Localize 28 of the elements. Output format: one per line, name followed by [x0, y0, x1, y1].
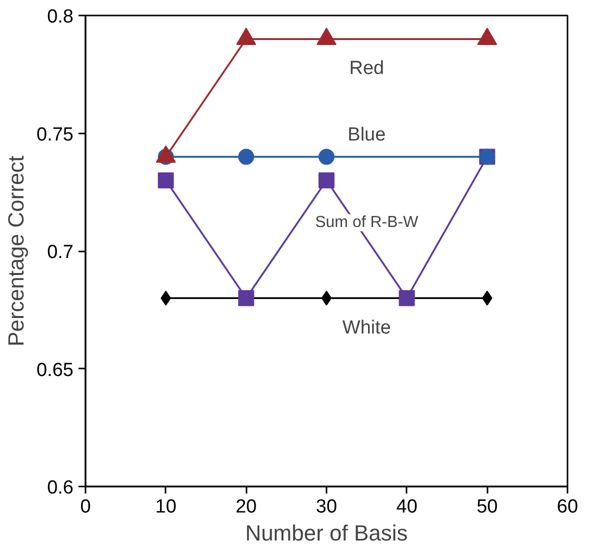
series-label: Red	[349, 58, 384, 79]
x-tick-label: 30	[316, 496, 338, 518]
point	[318, 172, 334, 188]
y-axis-title: Percentage Correct	[4, 156, 29, 346]
x-tick-label: 20	[236, 496, 257, 518]
point	[321, 290, 332, 306]
x-tick-label: 0	[80, 496, 91, 518]
point	[477, 28, 498, 46]
y-tick-label: 0.8	[47, 6, 74, 28]
y-tick-label: 0.6	[47, 478, 74, 498]
series-label: Blue	[348, 124, 386, 146]
x-tick-label: 10	[155, 496, 176, 518]
point	[236, 28, 256, 46]
point	[318, 148, 334, 165]
y-tick-label: 0.75	[36, 124, 74, 146]
x-axis-title: Number of Basis	[245, 520, 408, 546]
point	[158, 172, 174, 188]
x-tick-label: 50	[476, 496, 498, 518]
y-tick-label: 0.7	[47, 242, 74, 263]
point	[238, 290, 254, 306]
series-label: Sum of R-B-W	[315, 214, 420, 232]
series-label: White	[342, 318, 391, 339]
point	[398, 290, 415, 306]
point	[238, 148, 254, 165]
point	[316, 28, 336, 46]
y-tick-label: 0.65	[36, 360, 74, 381]
x-tick-label: 40	[396, 496, 418, 518]
x-tick-label: 60	[556, 496, 578, 518]
